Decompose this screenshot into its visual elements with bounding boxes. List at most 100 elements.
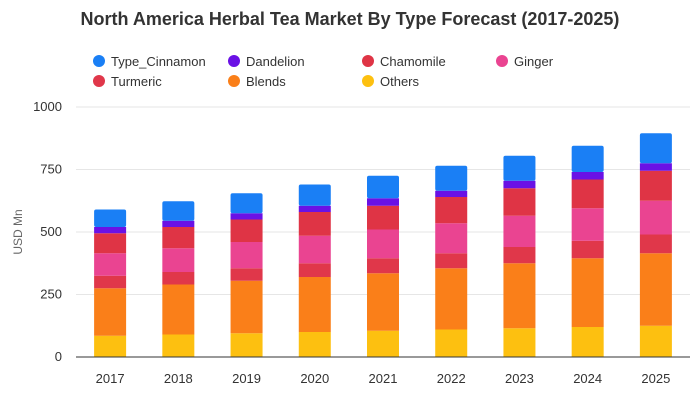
legend-item-turmeric[interactable]: Turmeric — [93, 74, 162, 89]
legend-label: Ginger — [514, 54, 554, 69]
bar-stack-2017 — [94, 209, 127, 357]
bar-segment-dandelion — [571, 172, 604, 180]
bar-segment-dandelion — [162, 220, 195, 227]
bar-segment-ginger — [94, 253, 127, 276]
bar-segment-turmeric — [298, 263, 331, 277]
legend-item-dandelion[interactable]: Dandelion — [228, 54, 305, 69]
bars — [94, 133, 672, 357]
legend-label: Others — [380, 74, 420, 89]
bar-segment-chamomile — [94, 233, 127, 254]
chart-title: North America Herbal Tea Market By Type … — [81, 9, 620, 29]
bar-segment-chamomile — [435, 197, 468, 224]
bar-stack-2025 — [639, 133, 672, 357]
legend-label: Turmeric — [111, 74, 162, 89]
bar-segment-ginger — [435, 223, 468, 254]
bar-segment-chamomile — [230, 219, 263, 242]
x-tick-label: 2019 — [232, 371, 261, 386]
bar-segment-others — [298, 332, 331, 357]
bar-segment-turmeric — [94, 275, 127, 289]
bar-segment-blends — [94, 288, 127, 336]
y-tick-label: 500 — [40, 224, 62, 239]
legend-label: Blends — [246, 74, 286, 89]
bar-segment-others — [94, 335, 127, 357]
legend-marker — [93, 75, 105, 87]
legend-label: Dandelion — [246, 54, 305, 69]
bar-segment-type-cinnamon — [367, 175, 399, 199]
bar-segment-dandelion — [94, 227, 127, 234]
bar-segment-blends — [162, 284, 195, 335]
x-axis-ticks: 2017 2018 2019 2020 2021 2022 2023 2024 2025 — [96, 371, 671, 386]
bar-segment-ginger — [503, 215, 536, 247]
legend-marker — [228, 75, 240, 87]
bar-segment-blends — [367, 273, 399, 331]
bar-segment-dandelion — [367, 198, 399, 206]
legend-item-chamomile[interactable]: Chamomile — [362, 54, 446, 69]
legend-marker — [93, 55, 105, 67]
bar-segment-others — [571, 327, 604, 357]
bar-segment-chamomile — [571, 179, 604, 209]
x-tick-label: 2021 — [369, 371, 398, 386]
x-tick-label: 2022 — [437, 371, 466, 386]
x-tick-label: 2024 — [573, 371, 602, 386]
bar-stack-2019 — [230, 193, 263, 357]
x-tick-label: 2017 — [96, 371, 125, 386]
bar-segment-ginger — [298, 235, 331, 264]
bar-segment-dandelion — [503, 180, 536, 189]
bar-segment-chamomile — [162, 227, 195, 249]
legend-label: Type_Cinnamon — [111, 54, 206, 69]
bar-segment-others — [162, 334, 195, 357]
bar-segment-blends — [571, 258, 604, 327]
bar-segment-type-cinnamon — [571, 145, 604, 172]
bar-segment-type-cinnamon — [162, 201, 195, 221]
legend-item-blends[interactable]: Blends — [228, 74, 286, 89]
bar-segment-others — [435, 329, 468, 357]
x-tick-label: 2018 — [164, 371, 193, 386]
legend-item-ginger[interactable]: Ginger — [496, 54, 554, 69]
bar-segment-blends — [230, 280, 263, 334]
bar-stack-2022 — [435, 165, 468, 357]
bar-segment-others — [639, 325, 672, 357]
bar-segment-ginger — [571, 208, 604, 241]
legend-marker — [496, 55, 508, 67]
bar-segment-type-cinnamon — [298, 184, 331, 206]
bar-segment-ginger — [639, 200, 672, 235]
y-tick-label: 0 — [55, 349, 62, 364]
bar-segment-ginger — [230, 242, 263, 269]
bar-segment-ginger — [162, 248, 195, 272]
bar-stack-2020 — [298, 184, 331, 357]
bar-segment-blends — [639, 253, 672, 326]
bar-segment-ginger — [367, 229, 399, 259]
bar-segment-type-cinnamon — [503, 155, 536, 181]
bar-segment-dandelion — [639, 163, 672, 171]
bar-segment-dandelion — [230, 213, 263, 220]
bar-segment-chamomile — [298, 212, 331, 236]
legend-item-type-cinnamon[interactable]: Type_Cinnamon — [93, 54, 206, 69]
bar-segment-turmeric — [162, 272, 195, 285]
bar-segment-type-cinnamon — [94, 209, 127, 227]
bar-segment-chamomile — [639, 170, 672, 201]
y-tick-label: 250 — [40, 287, 62, 302]
bar-segment-others — [367, 330, 399, 357]
bar-stack-2021 — [367, 175, 399, 357]
bar-segment-blends — [503, 263, 536, 329]
bar-segment-others — [230, 333, 263, 357]
legend-marker — [362, 75, 374, 87]
y-axis-ticks: 0 250 500 750 1000 — [33, 99, 62, 364]
bar-segment-blends — [298, 277, 331, 332]
bar-segment-others — [503, 328, 536, 357]
legend-marker — [228, 55, 240, 67]
bar-segment-type-cinnamon — [639, 133, 672, 164]
bar-stack-2018 — [162, 201, 195, 357]
y-axis-label: USD Mn — [11, 209, 25, 254]
x-tick-label: 2023 — [505, 371, 534, 386]
bar-segment-type-cinnamon — [230, 193, 263, 214]
bar-segment-dandelion — [298, 205, 331, 212]
y-tick-label: 1000 — [33, 99, 62, 114]
bar-segment-blends — [435, 268, 468, 330]
legend-label: Chamomile — [380, 54, 446, 69]
bar-segment-type-cinnamon — [435, 165, 468, 191]
bar-segment-turmeric — [503, 247, 536, 264]
legend-item-others[interactable]: Others — [362, 74, 420, 89]
legend-marker — [362, 55, 374, 67]
